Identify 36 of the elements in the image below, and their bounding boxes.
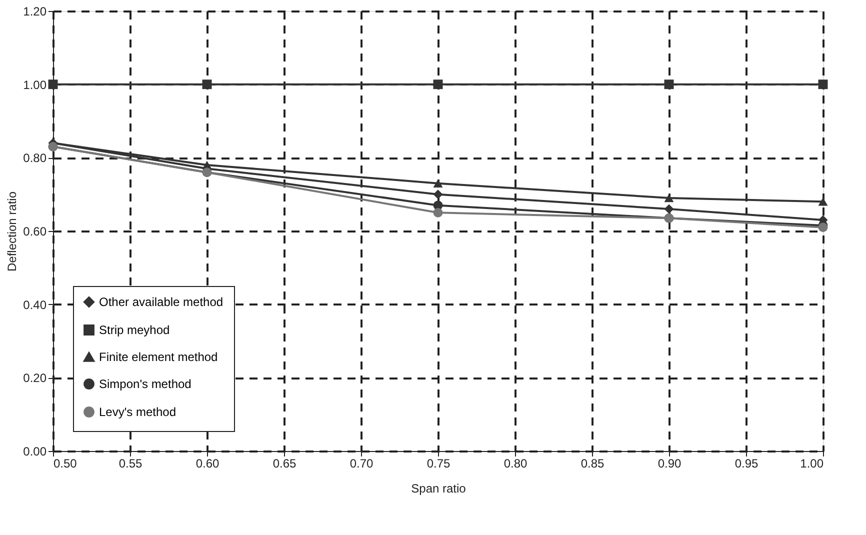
y-tick-label: 0.20 bbox=[23, 371, 47, 386]
x-tick-label: 1.00 bbox=[800, 456, 824, 470]
y-tick-label: 0.40 bbox=[23, 298, 47, 312]
legend-label: Levy's method bbox=[99, 405, 176, 419]
point bbox=[664, 194, 674, 202]
x-tick-label: 0.80 bbox=[504, 456, 528, 470]
x-tick-label: 0.75 bbox=[426, 456, 450, 470]
point bbox=[433, 208, 443, 218]
x-tick-label: 0.65 bbox=[272, 456, 296, 470]
y-tick-label: 0.80 bbox=[23, 151, 47, 166]
point bbox=[818, 80, 828, 90]
point bbox=[433, 190, 443, 200]
y-tick-label: 1.20 bbox=[23, 4, 47, 18]
point bbox=[433, 80, 443, 90]
legend-label: Other available method bbox=[99, 295, 224, 309]
point bbox=[664, 80, 674, 90]
point bbox=[664, 204, 674, 214]
legend-label: Simpon's method bbox=[99, 377, 192, 391]
x-axis-title: Span ratio bbox=[411, 482, 466, 496]
legend-label: Finite element method bbox=[99, 350, 218, 364]
x-tick-label: 0.90 bbox=[658, 456, 682, 470]
x-tick-label: 0.60 bbox=[196, 456, 220, 470]
point bbox=[48, 80, 58, 90]
x-tick-label: 0.85 bbox=[580, 456, 604, 470]
x-tick-label: 0.50 bbox=[54, 456, 78, 470]
legend-label: Strip meyhod bbox=[99, 323, 170, 337]
x-tick-label: 0.70 bbox=[350, 456, 374, 470]
y-tick-label: 0.00 bbox=[23, 444, 47, 458]
y-tick-label: 0.60 bbox=[23, 224, 47, 238]
y-axis-title: Deflection ratio bbox=[5, 191, 20, 272]
x-tick-label: 0.95 bbox=[734, 456, 758, 470]
point bbox=[202, 80, 212, 90]
point bbox=[818, 198, 828, 206]
x-tick-label: 0.55 bbox=[118, 456, 142, 470]
point bbox=[433, 179, 443, 188]
y-tick-label: 1.00 bbox=[23, 78, 47, 92]
